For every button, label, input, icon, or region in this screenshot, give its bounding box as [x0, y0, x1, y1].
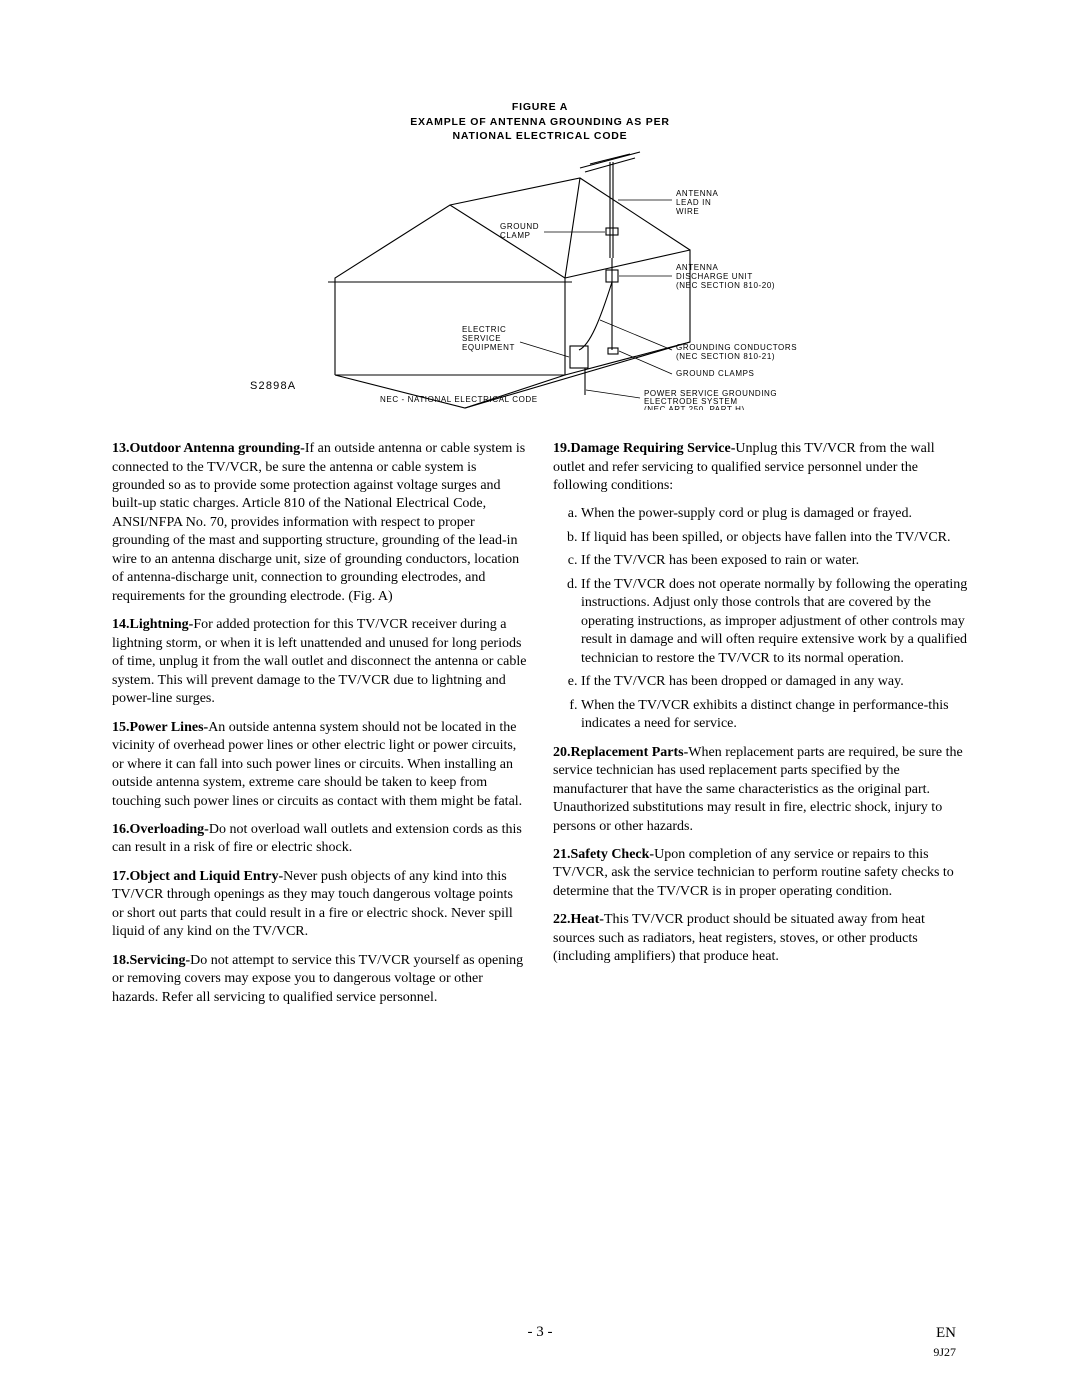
label-electric-1: ELECTRIC [462, 325, 506, 334]
sublist-item: If the TV/VCR has been dropped or damage… [581, 673, 968, 691]
figure-heading-3: NATIONAL ELECTRICAL CODE [453, 130, 628, 142]
item-number: 14. [112, 617, 130, 632]
item-number: 16. [112, 822, 130, 837]
list-item: 21.Safety Check-Upon completion of any s… [553, 846, 968, 901]
figure-heading-1: FIGURE A [512, 101, 568, 113]
label-discharge-2: DISCHARGE UNIT [676, 272, 753, 281]
sublist-item: If the TV/VCR has been exposed to rain o… [581, 552, 968, 570]
figure-a: FIGURE A EXAMPLE OF ANTENNA GROUNDING AS… [240, 100, 840, 410]
label-discharge-1: ANTENNA [676, 263, 718, 272]
label-electric-2: SERVICE [462, 334, 501, 343]
item-number: 17. [112, 869, 130, 884]
list-item: 17.Object and Liquid Entry-Never push ob… [112, 868, 527, 942]
sublist-item: If the TV/VCR does not operate normally … [581, 576, 968, 668]
item-term: Replacement Parts- [571, 745, 689, 760]
page-number: - 3 - [0, 1324, 1080, 1341]
label-nec-note: NEC - NATIONAL ELECTRICAL CODE [380, 395, 538, 404]
item-term: Outdoor Antenna grounding- [130, 441, 305, 456]
sublist-item: If liquid has been spilled, or objects h… [581, 529, 968, 547]
item-body: If an outside antenna or cable system is… [112, 441, 525, 604]
item-term: Damage Requiring Service- [571, 441, 736, 456]
label-discharge-3: (NEC SECTION 810-20) [676, 281, 775, 290]
document-page: FIGURE A EXAMPLE OF ANTENNA GROUNDING AS… [0, 0, 1080, 1397]
item-number: 19. [553, 441, 571, 456]
item-term: Lightning- [130, 617, 194, 632]
figure-sku: S2898A [250, 380, 296, 392]
list-item: 16.Overloading-Do not overload wall outl… [112, 821, 527, 858]
footer-right: EN 9J27 [933, 1324, 956, 1362]
item-number: 20. [553, 745, 571, 760]
sublist-item: When the power-supply cord or plug is da… [581, 505, 968, 523]
label-antenna-lead-2: LEAD IN [676, 198, 711, 207]
body-columns: 13.Outdoor Antenna grounding-If an outsi… [112, 440, 968, 1017]
label-ground-clamps: GROUND CLAMPS [676, 369, 754, 378]
item-term: Power Lines- [130, 720, 209, 735]
label-ground-clamp-1: GROUND [500, 222, 539, 231]
sublist-19: When the power-supply cord or plug is da… [553, 505, 968, 733]
item-term: Heat- [571, 912, 604, 927]
list-item: 13.Outdoor Antenna grounding-If an outsi… [112, 440, 527, 606]
page-footer: - 3 - EN 9J27 [0, 1324, 1080, 1341]
item-number: 22. [553, 912, 571, 927]
list-item: 14.Lightning-For added protection for th… [112, 616, 527, 708]
list-item: 20.Replacement Parts-When replacement pa… [553, 744, 968, 836]
right-column: 19.Damage Requiring Service-Unplug this … [553, 440, 968, 1017]
item-body: This TV/VCR product should be situated a… [553, 912, 925, 964]
item-term: Servicing- [130, 953, 191, 968]
item-number: 18. [112, 953, 130, 968]
list-item: 22.Heat-This TV/VCR product should be si… [553, 911, 968, 966]
figure-title: FIGURE A EXAMPLE OF ANTENNA GROUNDING AS… [240, 100, 840, 144]
label-gconductors-2: (NEC SECTION 810-21) [676, 352, 775, 361]
item-term: Object and Liquid Entry- [130, 869, 284, 884]
figure-heading-2: EXAMPLE OF ANTENNA GROUNDING AS PER [410, 116, 670, 128]
list-item: 19.Damage Requiring Service-Unplug this … [553, 440, 968, 495]
item-term: Safety Check- [571, 847, 655, 862]
label-electric-3: EQUIPMENT [462, 343, 515, 352]
footer-code: 9J27 [933, 1345, 956, 1359]
antenna-grounding-diagram: ANTENNA LEAD IN WIRE GROUND CLAMP ANTENN… [240, 150, 840, 410]
item-number: 15. [112, 720, 130, 735]
sublist-item: When the TV/VCR exhibits a distinct chan… [581, 697, 968, 734]
left-column: 13.Outdoor Antenna grounding-If an outsi… [112, 440, 527, 1017]
item-number: 13. [112, 441, 130, 456]
label-gconductors-1: GROUNDING CONDUCTORS [676, 343, 797, 352]
list-item: 18.Servicing-Do not attempt to service t… [112, 952, 527, 1007]
label-antenna-lead-3: WIRE [676, 207, 699, 216]
list-item: 15.Power Lines-An outside antenna system… [112, 719, 527, 811]
footer-lang: EN [936, 1325, 956, 1341]
label-ground-clamp-2: CLAMP [500, 231, 531, 240]
label-power-service-3: (NEC ART 250, PART H) [644, 405, 745, 410]
item-term: Overloading- [130, 822, 209, 837]
label-antenna-lead-1: ANTENNA [676, 189, 718, 198]
item-number: 21. [553, 847, 571, 862]
